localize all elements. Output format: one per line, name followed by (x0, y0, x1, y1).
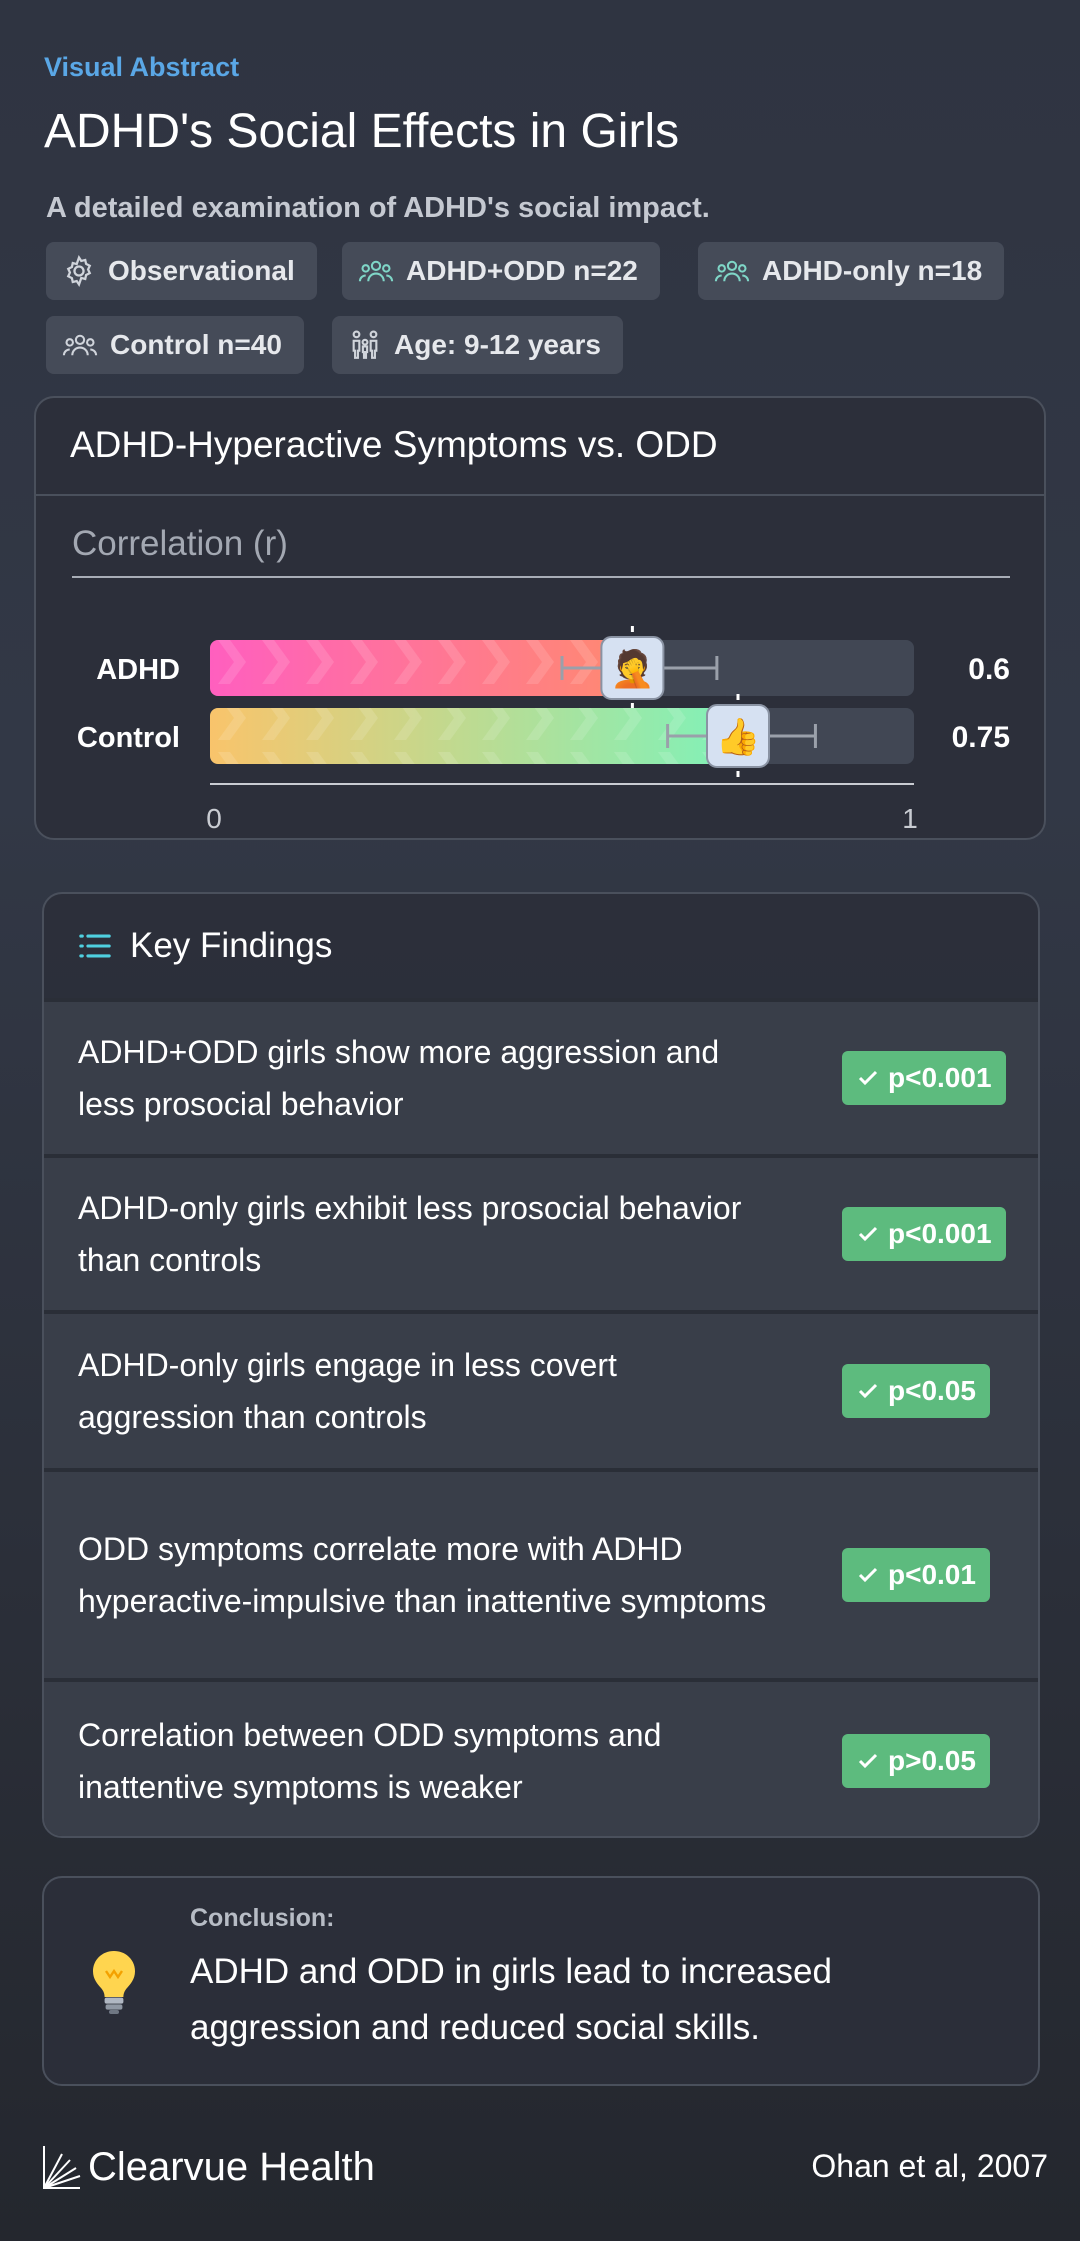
p-value-badge: p<0.001 (842, 1207, 1006, 1261)
chip-control-group: Control n=40 (46, 316, 304, 374)
finding-row: ODD symptoms correlate more with ADHD hy… (44, 1468, 1038, 1678)
correlation-chart-card: ADHD-Hyperactive Symptoms vs. ODD Correl… (34, 396, 1046, 840)
check-icon (858, 1070, 878, 1086)
page-subtitle: A detailed examination of ADHD's social … (46, 192, 710, 224)
group-icon (62, 334, 98, 356)
chip-age-range: Age: 9-12 years (332, 316, 624, 374)
divider (36, 494, 1044, 496)
brand-name: Clearvue Health (88, 2144, 375, 2189)
finding-text: ADHD-only girls engage in less covert ag… (78, 1347, 617, 1435)
chip-label: ADHD-only n=18 (762, 255, 983, 286)
bar-pattern (210, 640, 633, 696)
chip-label: Age: 9-12 years (394, 329, 602, 360)
p-value-label: p<0.05 (888, 1375, 976, 1406)
finding-row: ADHD-only girls exhibit less prosocial b… (44, 1154, 1038, 1310)
value-marker (706, 704, 770, 768)
gear-icon (66, 255, 92, 287)
p-value-label: p<0.01 (888, 1559, 976, 1590)
finding-text: ADHD+ODD girls show more aggression and … (78, 1034, 720, 1122)
finding-text: ODD symptoms correlate more with ADHD hy… (78, 1531, 767, 1619)
check-icon (858, 1567, 878, 1583)
p-value-badge: p<0.001 (842, 1051, 1006, 1105)
lightbulb-icon (93, 1951, 135, 2014)
correlation-bar-chart: ADHD 🤦 0.6 Control 👍 0.75 0 1 (77, 626, 1010, 834)
chip-label: Observational (108, 255, 295, 286)
key-findings-card: Key Findings ADHD+ODD girls show more ag… (42, 892, 1040, 1838)
finding-row: Correlation between ODD symptoms and ina… (44, 1678, 1038, 1836)
tick-label: 0 (206, 803, 222, 834)
page-title: ADHD's Social Effects in Girls (44, 105, 680, 158)
check-icon (858, 1226, 878, 1242)
divider (72, 576, 1010, 578)
check-icon (858, 1753, 878, 1769)
brand-logo: Clearvue Health (42, 2144, 375, 2190)
brand-mark-icon (43, 2146, 81, 2189)
value-marker (600, 636, 665, 700)
p-value-label: p<0.001 (888, 1218, 992, 1249)
value-marker-emoji: 👍 (716, 716, 761, 757)
group-icon (358, 260, 394, 282)
finding-row: ADHD-only girls engage in less covert ag… (44, 1310, 1038, 1468)
chip-label: Control n=40 (110, 329, 282, 360)
p-value-badge: p<0.01 (842, 1548, 990, 1602)
finding-row: ADHD+ODD girls show more aggression and … (44, 998, 1038, 1154)
eyebrow-label: Visual Abstract (44, 52, 240, 82)
data-label: 0.6 (968, 653, 1010, 686)
bar-pattern (210, 708, 738, 764)
chip-adhd-odd-group: ADHD+ODD n=22 (342, 242, 660, 300)
data-label: 0.75 (952, 721, 1010, 754)
group-icon (714, 260, 750, 282)
findings-header: Key Findings (44, 894, 1038, 998)
axis-label: Correlation (r) (72, 524, 288, 563)
chart-title: ADHD-Hyperactive Symptoms vs. ODD (70, 424, 718, 465)
finding-text: ADHD-only girls exhibit less prosocial b… (78, 1190, 742, 1278)
chip-adhd-only-group: ADHD-only n=18 (698, 242, 1005, 300)
check-icon (858, 1383, 878, 1399)
conclusion-label: Conclusion: (190, 1904, 335, 1932)
chip-label: ADHD+ODD n=22 (406, 255, 638, 286)
conclusion-text: ADHD and ODD in girls lead to increased … (190, 1952, 832, 2047)
list-icon (79, 934, 111, 958)
conclusion-card: Conclusion: ADHD and ODD in girls lead t… (42, 1876, 1040, 2086)
category-label: Control (77, 722, 180, 754)
family-icon (352, 330, 378, 359)
tick-label: 1 (902, 803, 918, 834)
finding-text: Correlation between ODD symptoms and ina… (78, 1717, 662, 1805)
p-value-label: p<0.001 (888, 1062, 992, 1093)
value-marker-emoji: 🤦 (610, 647, 655, 689)
p-value-badge: p<0.05 (842, 1364, 990, 1418)
findings-heading: Key Findings (130, 926, 333, 965)
citation: Ohan et al, 2007 (811, 2148, 1048, 2184)
category-label: ADHD (96, 654, 180, 686)
chip-study-design: Observational (46, 242, 317, 300)
p-value-label: p>0.05 (888, 1745, 976, 1776)
p-value-badge: p>0.05 (842, 1734, 990, 1788)
